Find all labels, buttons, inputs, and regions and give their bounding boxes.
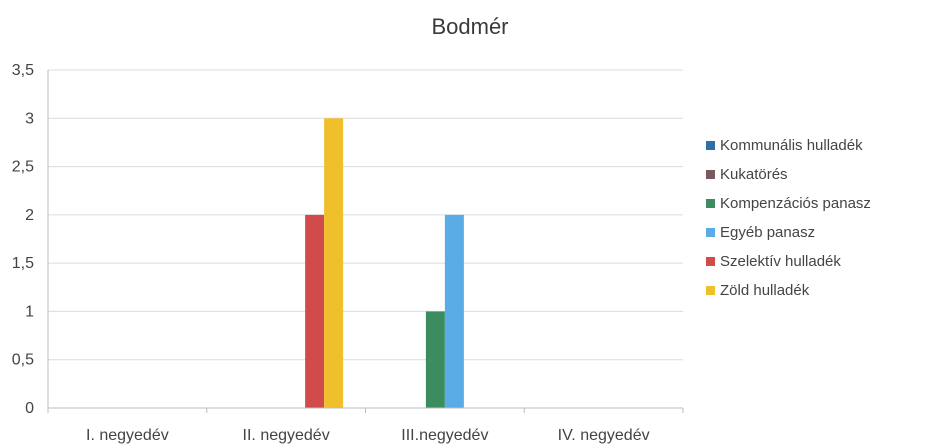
- legend-swatch: [706, 170, 715, 179]
- y-tick-label: 3: [25, 110, 34, 127]
- gridlines: [48, 69, 683, 361]
- legend-swatch: [706, 257, 715, 266]
- legend-label: Kukatörés: [720, 166, 788, 183]
- x-tick-label: I. negyedév: [86, 427, 169, 444]
- x-tick-label: IV. negyedév: [558, 427, 650, 444]
- legend-swatch: [706, 228, 715, 237]
- legend-label: Egyéb panasz: [720, 224, 815, 241]
- bars: [305, 118, 464, 409]
- legend: Kommunális hulladék Kukatörés Kompenzációs…: [706, 137, 871, 299]
- legend-swatch: [706, 199, 715, 208]
- x-tick-label: II. negyedév: [243, 427, 330, 444]
- legend-swatch: [706, 141, 715, 150]
- y-tick-label: 0,5: [12, 352, 34, 369]
- bar: [425, 311, 445, 408]
- legend-label: Szelektív hulladék: [720, 253, 841, 270]
- y-tick-label: 1,5: [12, 255, 34, 272]
- x-tick-label: III.negyedév: [401, 427, 488, 444]
- legend-label: Kommunális hulladék: [720, 137, 863, 154]
- legend-swatch: [706, 286, 715, 295]
- bar: [324, 118, 344, 409]
- y-tick-label: 0: [25, 400, 34, 417]
- y-tick-label: 3,5: [12, 62, 34, 79]
- chart-title: Bodmér: [431, 14, 508, 39]
- y-tick-label: 2: [25, 207, 34, 224]
- legend-label: Zöld hulladék: [720, 282, 810, 299]
- axes: 0 0,5 1 1,5 2 2,5 3 3,5 I. negyedév II. negyedév I…: [12, 62, 684, 444]
- bar: [444, 214, 464, 408]
- y-tick-label: 1: [25, 303, 34, 320]
- legend-label: Kompenzációs panasz: [720, 195, 871, 212]
- y-tick-label: 2,5: [12, 159, 34, 176]
- bar: [305, 214, 325, 408]
